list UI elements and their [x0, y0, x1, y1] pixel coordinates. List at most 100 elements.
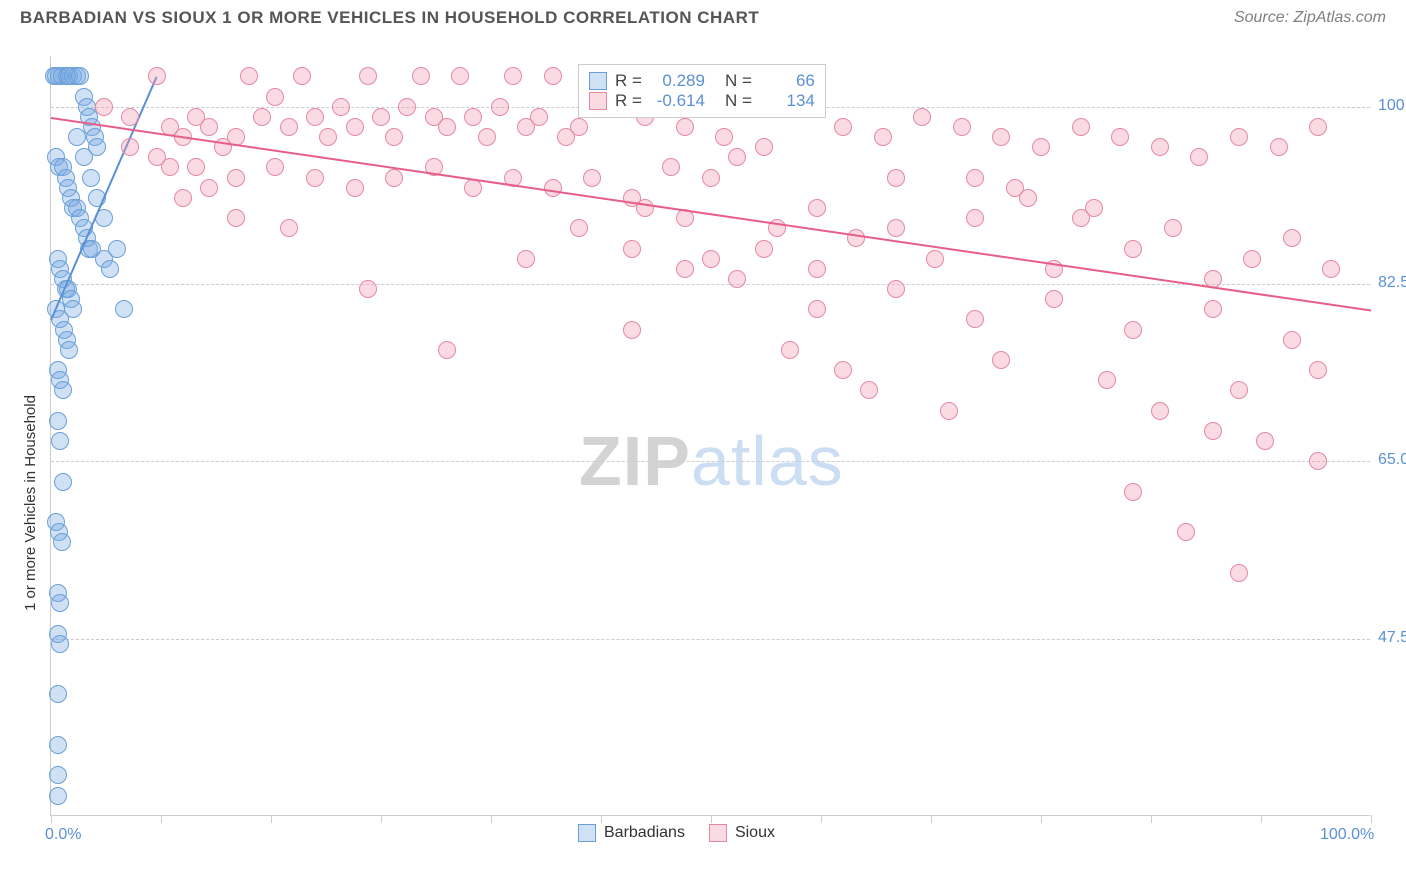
- data-point: [306, 169, 324, 187]
- data-point: [570, 118, 588, 136]
- x-tick: [161, 815, 162, 823]
- data-point: [504, 67, 522, 85]
- x-tick: [1041, 815, 1042, 823]
- data-point: [1124, 240, 1142, 258]
- data-point: [148, 67, 166, 85]
- data-point: [1164, 219, 1182, 237]
- data-point: [1270, 138, 1288, 156]
- data-point: [187, 158, 205, 176]
- gridline: [51, 639, 1370, 640]
- legend-swatch: [589, 72, 607, 90]
- footer-legend-label: Sioux: [735, 824, 775, 842]
- x-tick-label: 100.0%: [1320, 826, 1374, 844]
- data-point: [583, 169, 601, 187]
- data-point: [1124, 483, 1142, 501]
- x-tick: [601, 815, 602, 823]
- data-point: [372, 108, 390, 126]
- trend-line: [51, 117, 1371, 312]
- data-point: [51, 635, 69, 653]
- data-point: [54, 473, 72, 491]
- data-point: [662, 158, 680, 176]
- x-tick-label: 0.0%: [45, 826, 81, 844]
- data-point: [101, 260, 119, 278]
- data-point: [82, 169, 100, 187]
- data-point: [1322, 260, 1340, 278]
- chart-title: BARBADIAN VS SIOUX 1 OR MORE VEHICLES IN…: [20, 8, 759, 28]
- data-point: [121, 138, 139, 156]
- data-point: [702, 250, 720, 268]
- legend-n-label: N =: [725, 71, 752, 91]
- legend-swatch: [709, 824, 727, 842]
- y-axis-label: 1 or more Vehicles in Household: [22, 395, 39, 611]
- data-point: [1309, 452, 1327, 470]
- data-point: [346, 179, 364, 197]
- data-point: [544, 179, 562, 197]
- data-point: [346, 118, 364, 136]
- data-point: [240, 67, 258, 85]
- data-point: [953, 118, 971, 136]
- gridline: [51, 284, 1370, 285]
- data-point: [1243, 250, 1261, 268]
- gridline: [51, 461, 1370, 462]
- x-tick: [381, 815, 382, 823]
- x-tick: [821, 815, 822, 823]
- x-tick: [271, 815, 272, 823]
- data-point: [1204, 300, 1222, 318]
- data-point: [266, 88, 284, 106]
- data-point: [95, 98, 113, 116]
- series-legend: BarbadiansSioux: [578, 824, 775, 842]
- data-point: [412, 67, 430, 85]
- data-point: [1204, 422, 1222, 440]
- data-point: [200, 118, 218, 136]
- data-point: [808, 260, 826, 278]
- data-point: [1283, 229, 1301, 247]
- data-point: [1309, 118, 1327, 136]
- data-point: [491, 98, 509, 116]
- legend-n-value: 134: [760, 91, 815, 111]
- data-point: [1072, 209, 1090, 227]
- source-attribution: Source: ZipAtlas.com: [1234, 9, 1386, 27]
- data-point: [1098, 371, 1116, 389]
- y-tick-label: 82.5%: [1378, 274, 1406, 292]
- data-point: [847, 229, 865, 247]
- legend-swatch: [589, 92, 607, 110]
- data-point: [51, 432, 69, 450]
- data-point: [332, 98, 350, 116]
- x-tick: [1151, 815, 1152, 823]
- data-point: [808, 300, 826, 318]
- data-point: [1190, 148, 1208, 166]
- data-point: [755, 138, 773, 156]
- data-point: [398, 98, 416, 116]
- data-point: [1111, 128, 1129, 146]
- data-point: [451, 67, 469, 85]
- data-point: [1283, 331, 1301, 349]
- legend-n-label: N =: [725, 91, 752, 111]
- data-point: [1230, 381, 1248, 399]
- data-point: [1256, 432, 1274, 450]
- data-point: [54, 381, 72, 399]
- data-point: [1032, 138, 1050, 156]
- data-point: [49, 766, 67, 784]
- data-point: [808, 199, 826, 217]
- data-point: [676, 118, 694, 136]
- data-point: [702, 169, 720, 187]
- data-point: [887, 169, 905, 187]
- data-point: [755, 240, 773, 258]
- data-point: [1151, 402, 1169, 420]
- legend-r-value: -0.614: [650, 91, 705, 111]
- data-point: [715, 128, 733, 146]
- data-point: [926, 250, 944, 268]
- data-point: [623, 240, 641, 258]
- data-point: [966, 310, 984, 328]
- data-point: [1177, 523, 1195, 541]
- data-point: [385, 169, 403, 187]
- data-point: [306, 108, 324, 126]
- data-point: [940, 402, 958, 420]
- data-point: [161, 158, 179, 176]
- x-tick: [1371, 815, 1372, 823]
- data-point: [530, 108, 548, 126]
- data-point: [992, 351, 1010, 369]
- data-point: [887, 219, 905, 237]
- data-point: [385, 128, 403, 146]
- data-point: [874, 128, 892, 146]
